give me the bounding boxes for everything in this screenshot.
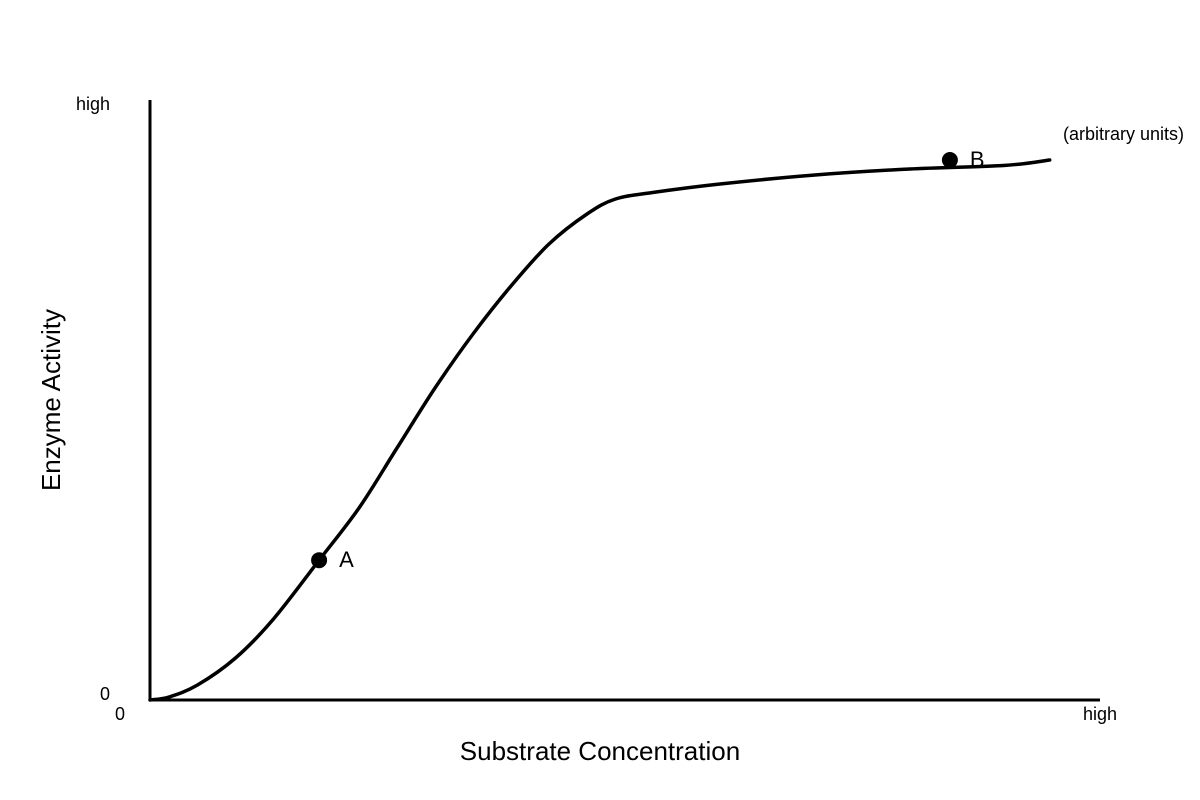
units-note: (arbitrary units) (1063, 124, 1184, 144)
point-b-marker (941, 152, 958, 168)
marked-points: AB (311, 147, 985, 572)
x-axis-title: Substrate Concentration (460, 736, 740, 766)
point-b-label: B (970, 147, 985, 172)
y-tick-high: high (76, 94, 110, 114)
point-a-label: A (339, 547, 354, 572)
activity-curve (148, 158, 1052, 702)
y-tick-zero: 0 (100, 684, 110, 704)
point-a-marker (311, 552, 328, 569)
x-tick-zero: 0 (115, 704, 125, 724)
y-axis-title: Enzyme Activity (36, 309, 66, 491)
x-tick-high: high (1083, 704, 1117, 724)
